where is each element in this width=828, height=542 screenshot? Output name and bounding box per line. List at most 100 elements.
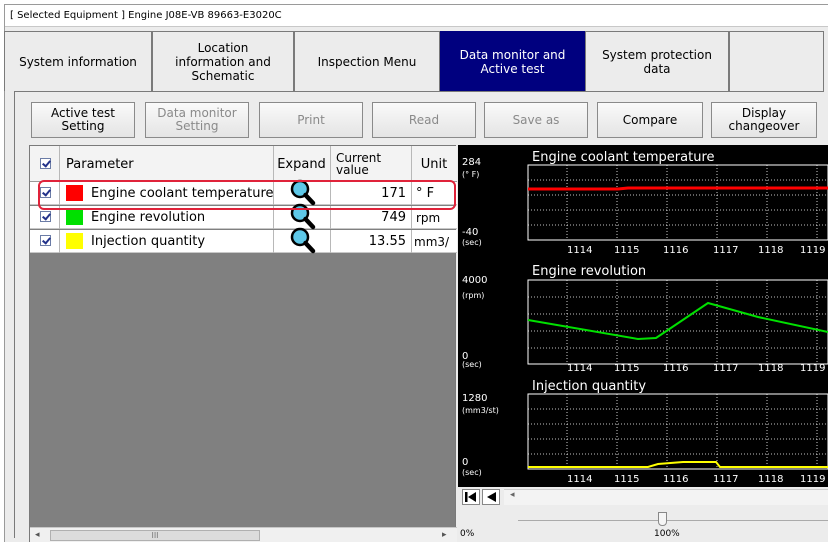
select-all-checkbox[interactable]	[40, 158, 51, 169]
tab-system-information[interactable]: System information	[4, 31, 152, 91]
print-button[interactable]: Print	[259, 102, 363, 138]
current-value: 13.55	[368, 234, 406, 249]
skip-to-start-icon[interactable]	[462, 489, 480, 505]
scroll-left-arrow-icon[interactable]: ◂	[35, 530, 40, 540]
tab-location-schematic[interactable]: Location information and Schematic	[152, 31, 294, 91]
header-unit: Unit	[420, 156, 448, 172]
parameter-table: Parameter Expand Current value Unit Engi…	[29, 145, 457, 542]
data-monitor-setting-button[interactable]: Data monitor Setting	[145, 102, 249, 138]
table-row[interactable]: Injection quantity 13.55 mm3/	[30, 227, 457, 254]
graph-xunit: (sec)	[462, 360, 482, 369]
x-tick: 1114	[567, 474, 592, 485]
x-tick: 1115	[614, 245, 639, 256]
x-tick: 1116	[663, 363, 688, 374]
scroll-thumb[interactable]: III	[50, 530, 260, 541]
graph-coolant-temperature[interactable]: Engine coolant temperature 284 (° F) -40…	[462, 150, 828, 256]
unit-value: rpm	[416, 210, 441, 225]
x-tick: 1119	[800, 245, 825, 256]
compare-button[interactable]: Compare	[597, 102, 703, 138]
row-checkbox[interactable]	[40, 211, 51, 222]
slider-mid-label: 100%	[654, 529, 680, 539]
unit-value: ° F	[416, 186, 435, 201]
x-tick-labels: 1114 1115 1116 1117 1118 1119	[567, 474, 825, 485]
x-tick: 1117	[713, 474, 738, 485]
graph-title: Engine revolution	[532, 264, 646, 279]
graph-xunit: (sec)	[462, 238, 482, 247]
graph-ymin: 0	[462, 457, 468, 468]
x-tick: 1114	[567, 245, 592, 256]
tab-system-protection-data[interactable]: System protection data	[585, 31, 729, 91]
header-expand: Expand	[277, 156, 326, 172]
color-swatch	[66, 233, 83, 249]
graph-unit: (rpm)	[462, 291, 484, 300]
header-parameter: Parameter	[66, 156, 134, 172]
magnifier-icon[interactable]	[288, 178, 318, 206]
magnifier-icon[interactable]	[288, 226, 318, 254]
graph-title: Injection quantity	[532, 379, 646, 394]
current-value: 749	[381, 210, 406, 225]
table-row[interactable]: Engine coolant temperature 171 ° F	[30, 179, 457, 206]
timeline-left-arrow-icon[interactable]: ◂	[510, 490, 515, 500]
x-tick-labels: 1114 1115 1116 1117 1118 1119	[567, 245, 825, 256]
x-tick: 1116	[663, 245, 688, 256]
x-tick: 1115	[614, 474, 639, 485]
x-tick: 1116	[663, 474, 688, 485]
selected-row-highlight	[38, 180, 456, 210]
display-changeover-button[interactable]: Display changeover	[711, 102, 817, 138]
x-tick: 1118	[758, 245, 783, 256]
graph-ymax: 284	[462, 157, 481, 168]
playback-controls: ◂ 0% 100%	[458, 487, 828, 542]
tab-empty	[729, 31, 824, 91]
x-tick: 1119	[800, 363, 825, 374]
read-button[interactable]: Read	[372, 102, 476, 138]
graph-ymax: 4000	[462, 275, 487, 286]
graph-ymin: 0	[462, 351, 468, 362]
revolution-series-line	[527, 301, 828, 341]
active-test-setting-button[interactable]: Active test Setting	[31, 102, 135, 138]
tab-inspection-menu[interactable]: Inspection Menu	[294, 31, 440, 91]
table-row[interactable]: Engine revolution 749 rpm	[30, 203, 457, 230]
row-checkbox[interactable]	[40, 235, 51, 246]
parameter-name: Engine coolant temperature	[91, 186, 274, 201]
speed-slider-track[interactable]	[518, 520, 828, 521]
unit-value: mm3/	[414, 234, 450, 249]
color-swatch	[66, 185, 83, 201]
step-back-icon[interactable]	[482, 489, 500, 505]
graph-ymin: -40	[462, 227, 478, 238]
row-checkbox[interactable]	[40, 187, 51, 198]
timeline-scrollbar[interactable]: ◂	[504, 489, 828, 505]
horizontal-scrollbar[interactable]: ◂ III ▸	[30, 527, 457, 542]
color-swatch	[66, 209, 83, 225]
plot-frame	[527, 164, 828, 241]
graph-unit: (mm3/st)	[462, 406, 499, 415]
graph-engine-revolution[interactable]: Engine revolution 4000 (rpm) 0 (sec) 111…	[462, 264, 828, 374]
tab-data-monitor-active-test[interactable]: Data monitor and Active test	[440, 31, 585, 91]
header-current-value: Current value	[336, 151, 382, 177]
slider-min-label: 0%	[460, 529, 475, 539]
selected-equipment-title: [ Selected Equipment ] Engine J08E-VB 89…	[5, 5, 828, 27]
graph-panel: Engine coolant temperature 284 (° F) -40…	[458, 145, 828, 542]
current-value: 171	[381, 186, 406, 201]
x-tick: 1117	[713, 245, 738, 256]
table-header: Parameter Expand Current value Unit	[30, 146, 457, 182]
speed-slider-thumb[interactable]	[658, 512, 667, 526]
graphs-svg: Engine coolant temperature 284 (° F) -40…	[462, 150, 828, 485]
plot-grid	[528, 280, 828, 364]
graph-unit: (° F)	[462, 170, 479, 179]
scroll-right-arrow-icon[interactable]: ▸	[442, 530, 447, 540]
x-tick: 1117	[713, 363, 738, 374]
x-tick-labels: 1114 1115 1116 1117 1118 1119	[567, 363, 825, 374]
x-tick: 1119	[800, 474, 825, 485]
plot-frame	[527, 279, 828, 365]
x-tick: 1118	[758, 363, 783, 374]
main-tabs: System information Location information …	[4, 31, 824, 91]
save-as-button[interactable]: Save as	[484, 102, 588, 138]
parameter-name: Injection quantity	[91, 234, 206, 249]
parameter-name: Engine revolution	[91, 210, 206, 225]
graph-injection-quantity[interactable]: Injection quantity 1280 (mm3/st) 0 (sec)…	[462, 379, 828, 485]
x-tick: 1115	[614, 363, 639, 374]
injection-series-line	[528, 461, 828, 468]
coolant-series-line	[528, 186, 828, 191]
x-tick: 1118	[758, 474, 783, 485]
graph-ymax: 1280	[462, 393, 487, 404]
